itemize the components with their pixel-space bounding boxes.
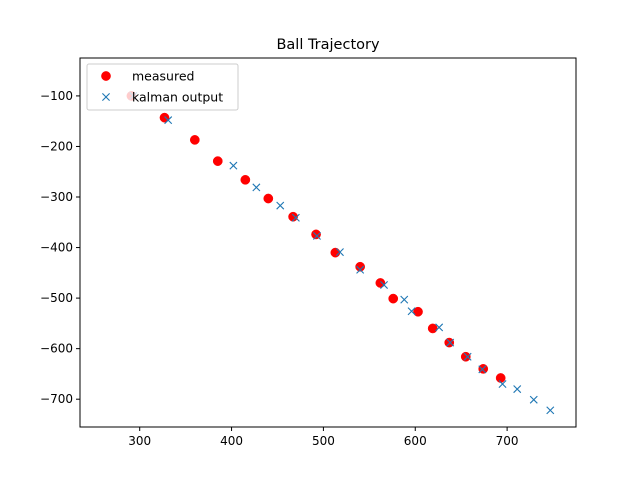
y-tick-label: −100 xyxy=(40,89,73,103)
x-tick-label: 700 xyxy=(496,434,519,448)
measured-point xyxy=(189,135,200,145)
kalman-point xyxy=(529,395,538,404)
legend-label: kalman output xyxy=(132,90,223,105)
kalman-point xyxy=(335,248,344,257)
kalman-point xyxy=(276,201,285,210)
y-tick-label: −600 xyxy=(40,342,73,356)
y-tick-label: −200 xyxy=(40,139,73,153)
measured-point xyxy=(355,261,365,272)
chart-title: Ball Trajectory xyxy=(276,37,380,53)
kalman-point xyxy=(252,183,261,192)
y-tick-label: −400 xyxy=(40,241,73,255)
measured-point xyxy=(288,211,298,222)
kalman-point xyxy=(435,323,444,332)
measured-point xyxy=(413,306,423,317)
legend-marker-measured xyxy=(101,71,111,81)
kalman-point xyxy=(446,338,455,347)
measured-point xyxy=(330,247,341,258)
x-axis: 300 400 500 600 700 xyxy=(128,427,519,448)
plot-frame xyxy=(79,57,577,428)
measured-point xyxy=(495,373,506,383)
x-tick-label: 300 xyxy=(128,434,151,448)
measured-point xyxy=(240,174,251,185)
y-axis: −100 −200 −300 −400 −500 −600 −700 xyxy=(40,89,80,406)
legend: measured kalman output xyxy=(86,63,239,111)
measured-point xyxy=(427,323,438,334)
kalman-point xyxy=(164,116,173,125)
y-tick-label: −500 xyxy=(40,291,73,305)
measured-point xyxy=(375,278,386,288)
kalman-point xyxy=(478,365,487,374)
y-tick-label: −300 xyxy=(40,190,73,204)
series-kalman-output xyxy=(129,91,555,415)
measured-point xyxy=(212,156,223,166)
kalman-point xyxy=(463,352,472,361)
kalman-point xyxy=(407,307,416,316)
kalman-point xyxy=(546,406,555,415)
kalman-point xyxy=(400,295,409,304)
kalman-point xyxy=(291,213,300,222)
kalman-point xyxy=(498,380,507,389)
kalman-point xyxy=(513,385,522,394)
measured-point xyxy=(263,193,274,204)
measured-point xyxy=(159,112,170,123)
measured-point xyxy=(444,337,455,348)
x-tick-label: 500 xyxy=(312,434,335,448)
measured-point xyxy=(460,351,471,362)
y-tick-label: −700 xyxy=(40,392,73,406)
kalman-point xyxy=(356,265,365,274)
x-tick-label: 400 xyxy=(220,434,243,448)
x-tick-label: 600 xyxy=(404,434,427,448)
plot-area xyxy=(80,58,576,427)
legend-marker-kalman-output xyxy=(102,93,110,101)
kalman-point xyxy=(312,231,321,240)
measured-point xyxy=(388,293,399,304)
kalman-point xyxy=(380,280,389,289)
legend-label: measured xyxy=(132,69,194,84)
data-marks xyxy=(126,91,555,415)
legend-box xyxy=(86,63,239,111)
kalman-point xyxy=(229,161,238,170)
